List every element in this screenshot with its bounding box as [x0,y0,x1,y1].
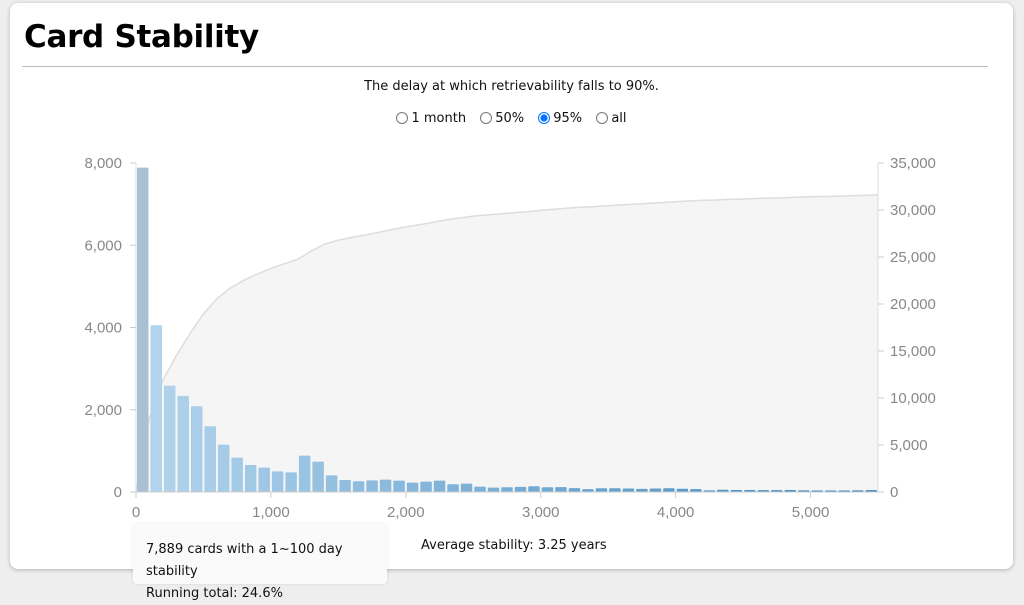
radio-95[interactable] [538,112,551,124]
range-option-all[interactable]: all [596,111,627,126]
histogram-bar [447,484,459,492]
tooltip-running-total: Running total: 24.6% [146,586,283,601]
histogram-bar [555,487,567,492]
histogram-bar [744,489,756,492]
chart-subtitle: The delay at which retrievability falls … [364,79,659,94]
histogram-bar [663,488,675,492]
histogram-bar [204,426,216,492]
histogram-bar [582,489,594,492]
histogram-bar [690,489,702,492]
histogram-bar [150,325,162,492]
histogram-bar [312,461,324,492]
histogram-bar [514,486,527,492]
histogram-bar [433,480,446,492]
radio-50[interactable] [480,112,493,124]
y2-tick-label: 5,000 [890,437,928,454]
histogram-bar [595,488,608,492]
histogram-bar [528,486,540,492]
histogram-bar [784,489,797,492]
range-option-95[interactable]: 95% [538,111,582,126]
histogram-bar [501,487,513,492]
histogram-bar [244,464,257,492]
histogram-bar [636,488,648,492]
histogram-bar [163,385,176,492]
divider [22,66,988,67]
histogram-bar [717,489,729,492]
histogram-bar [420,481,432,492]
histogram-bar [487,487,500,492]
range-option-50[interactable]: 50% [480,111,524,126]
y-tick-label: 2,000 [84,402,122,419]
histogram-bar [258,467,270,492]
histogram-bar [339,479,351,492]
tooltip-count: 7,889 cards with a 1~100 day stability [146,542,343,579]
y-tick-label: 0 [114,484,122,501]
histogram-bar [177,395,189,492]
y-tick-label: 6,000 [84,237,122,254]
histogram-bar [568,488,581,492]
x-tick-label: 5,000 [792,504,830,521]
y2-tick-label: 25,000 [890,249,936,266]
x-tick-label: 0 [132,504,140,521]
histogram-bar [609,488,621,492]
y2-tick-label: 0 [890,484,898,501]
histogram-bar [217,444,230,492]
histogram-bar [325,475,338,492]
histogram-bar [460,483,473,492]
histogram-bar [298,455,311,492]
cumulative-area [136,195,878,492]
x-tick-label: 4,000 [657,504,695,521]
chart-tooltip: 7,889 cards with a 1~100 day stability R… [133,524,387,601]
histogram-bar [406,482,419,492]
histogram-bar [137,167,149,492]
y2-tick-label: 30,000 [890,202,936,219]
y-tick-label: 4,000 [84,320,122,337]
histogram-bar [285,472,297,492]
radio-all[interactable] [596,112,609,124]
histogram-bar [366,480,378,492]
cumulative-line [135,194,879,493]
y2-tick-label: 20,000 [890,296,936,313]
y2-tick-label: 15,000 [890,343,936,360]
histogram-bar [676,488,689,492]
stability-chart: 0 1,000 2,000 3,000 4,000 5,000 0 2,000 4,000 6,0… [84,155,936,521]
histogram-bar [231,457,243,492]
page-title: Card Stability [24,19,259,55]
x-tick-label: 3,000 [522,504,560,521]
histogram-bar [190,406,203,492]
range-radio-group: 1 month 50% 95% all [10,111,1013,126]
histogram-bar [730,489,743,492]
histogram-bar [474,486,486,492]
histogram-bar [541,487,554,492]
histogram-bar [393,480,405,492]
histogram-bar [622,488,635,492]
radio-1-month[interactable] [396,112,409,124]
x-tick-label: 1,000 [252,504,290,521]
histogram-bar [352,481,365,492]
y-tick-label: 8,000 [84,155,122,172]
histogram-bar [271,471,284,492]
y2-tick-label: 10,000 [890,390,936,407]
average-stability: Average stability: 3.25 years [421,538,607,553]
histogram-bar [379,479,392,492]
x-tick-label: 2,000 [387,504,425,521]
histogram-bar [649,488,662,492]
y2-tick-label: 35,000 [890,155,936,172]
range-option-1-month[interactable]: 1 month [396,111,466,126]
